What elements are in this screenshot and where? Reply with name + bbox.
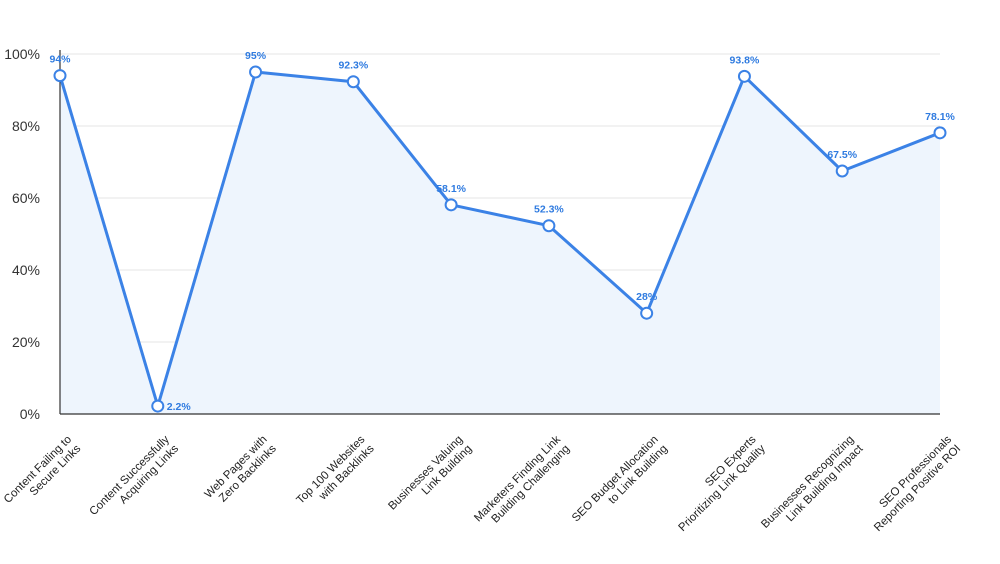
data-points [53, 65, 947, 413]
data-point [444, 198, 458, 212]
y-tick-label: 0% [20, 406, 40, 422]
data-label: 95% [245, 50, 267, 62]
data-labels: 94% 2.2% 95% 92.3% 58.1% 52.3% 28% 93.8% 67.5% 78… [49, 50, 955, 413]
data-label: 78.1% [925, 111, 955, 123]
x-tick-label: Content Failing toSecure Links [2, 433, 84, 515]
x-tick-label: SEO ProfessionalsReporting Positive ROI [863, 433, 964, 534]
x-tick-labels: Content Failing toSecure Links Content Su… [2, 433, 964, 540]
y-tick-labels: 0% 20% 40% 60% 80% 100% [4, 46, 40, 422]
data-point [151, 399, 165, 413]
y-tick-label: 80% [12, 118, 40, 134]
data-label: 92.3% [338, 60, 368, 72]
data-label: 58.1% [436, 183, 466, 195]
x-tick-label: Businesses ValuingLink Building [386, 434, 474, 522]
data-label: 67.5% [827, 149, 857, 161]
x-tick-label: Businesses RecognizingLink Building Impa… [759, 433, 866, 540]
data-point [835, 164, 849, 178]
data-point [346, 75, 360, 89]
data-point [542, 219, 556, 233]
series-line [58, 70, 941, 408]
data-label: 52.3% [534, 204, 564, 216]
data-point [933, 126, 947, 140]
x-tick-label: Marketers Finding LinkBuilding Challengi… [472, 433, 572, 533]
data-point [640, 306, 654, 320]
data-label: 93.8% [730, 54, 760, 66]
x-tick-label: Top 100 Websiteswith Backlinks [294, 433, 376, 515]
data-point [249, 65, 263, 79]
area-fill [60, 72, 940, 414]
x-tick-label: Web Pages withZero Backlinks [203, 433, 279, 509]
x-tick-label: Content SuccessfullyAcquiring Links [87, 433, 181, 527]
data-label: 2.2% [167, 401, 192, 413]
x-tick-label: SEO Budget Allocationto Link Building [570, 434, 670, 534]
data-point [53, 69, 67, 83]
y-tick-label: 20% [12, 334, 40, 350]
y-tick-label: 60% [12, 190, 40, 206]
y-tick-label: 100% [4, 46, 40, 62]
axes [59, 50, 940, 415]
data-label: 28% [636, 291, 658, 303]
x-tick-label: SEO ExpertsPrioritizing Link Quality [667, 433, 768, 534]
data-label: 94% [49, 54, 71, 66]
data-point [737, 69, 751, 83]
y-tick-label: 40% [12, 262, 40, 278]
